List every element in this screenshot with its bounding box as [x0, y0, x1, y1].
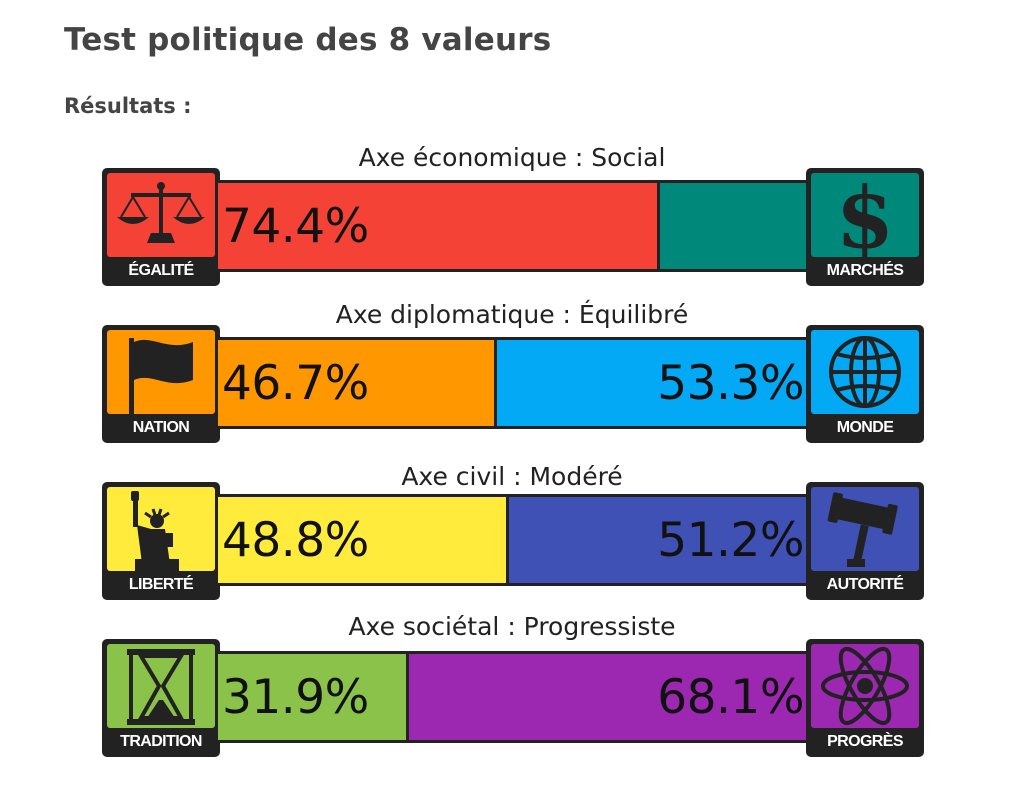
left-icon-bg — [107, 173, 215, 257]
left-icon-bg — [107, 644, 215, 728]
axis-title: Axe sociétal : Progressiste — [348, 612, 676, 641]
statue-of-liberty-icon — [131, 491, 179, 571]
right-segment — [656, 183, 808, 269]
left-icon-label: NATION — [132, 419, 190, 436]
right-value-label: 51.2% — [657, 513, 804, 568]
right-segment — [505, 497, 808, 583]
axis-title: Axe civil : Modéré — [401, 462, 623, 491]
right-icon-box: PROGRÈS — [806, 639, 924, 757]
left-icon-label: TRADITION — [120, 733, 202, 750]
right-icon-box: MONDE — [806, 325, 924, 443]
axis-title: Axe diplomatique : Équilibré — [335, 300, 689, 329]
right-icon-label: PROGRÈS — [827, 733, 903, 750]
right-icon-label: AUTORITÉ — [826, 576, 904, 593]
axis-bar: 48.8% 51.2% — [215, 494, 811, 586]
left-icon-label: ÉGALITÉ — [128, 262, 194, 279]
left-icon-label: LIBERTÉ — [128, 576, 194, 593]
right-icon-label: MARCHÉS — [826, 262, 904, 279]
left-icon-box: LIBERTÉ — [102, 482, 220, 600]
svg-text:$: $ — [836, 173, 894, 257]
axis-bar: 31.9% 68.1% — [215, 651, 811, 743]
left-icon-box: ÉGALITÉ — [102, 168, 220, 286]
right-icon-box: AUTORITÉ — [806, 482, 924, 600]
right-icon-box: $ MARCHÉS — [806, 168, 924, 286]
right-segment — [406, 654, 808, 740]
page-title: Test politique des 8 valeurs — [64, 22, 552, 58]
left-segment — [218, 340, 494, 426]
axis-title: Axe économique : Social — [358, 143, 666, 172]
left-value-label: 74.4% — [222, 199, 369, 254]
right-segment — [493, 340, 808, 426]
right-value-label: 68.1% — [657, 670, 804, 725]
atom-icon — [821, 646, 909, 726]
left-icon-bg — [107, 487, 215, 571]
right-icon-label: MONDE — [836, 419, 894, 436]
results-label: Résultats : — [64, 94, 192, 118]
left-value-label: 31.9% — [222, 670, 369, 725]
right-icon-bg — [811, 330, 919, 414]
gavel-icon — [827, 492, 898, 567]
left-segment — [218, 497, 506, 583]
right-value-label: 53.3% — [657, 356, 804, 411]
globe-icon — [829, 336, 901, 408]
right-icon-bg — [811, 487, 919, 571]
hourglass-icon — [127, 649, 195, 725]
dollar-icon: $ — [836, 173, 894, 257]
left-segment — [218, 183, 657, 269]
scales-icon — [117, 182, 205, 243]
left-icon-box: TRADITION — [102, 639, 220, 757]
left-segment — [218, 654, 407, 740]
left-value-label: 48.8% — [222, 513, 369, 568]
right-icon-bg: $ — [811, 173, 919, 257]
right-icon-bg — [811, 644, 919, 728]
axis-bar: 74.4% — [215, 180, 811, 272]
flag-icon — [129, 338, 193, 414]
left-icon-bg — [107, 330, 215, 414]
left-value-label: 46.7% — [222, 356, 369, 411]
left-icon-box: NATION — [102, 325, 220, 443]
axis-bar: 46.7% 53.3% — [215, 337, 811, 429]
